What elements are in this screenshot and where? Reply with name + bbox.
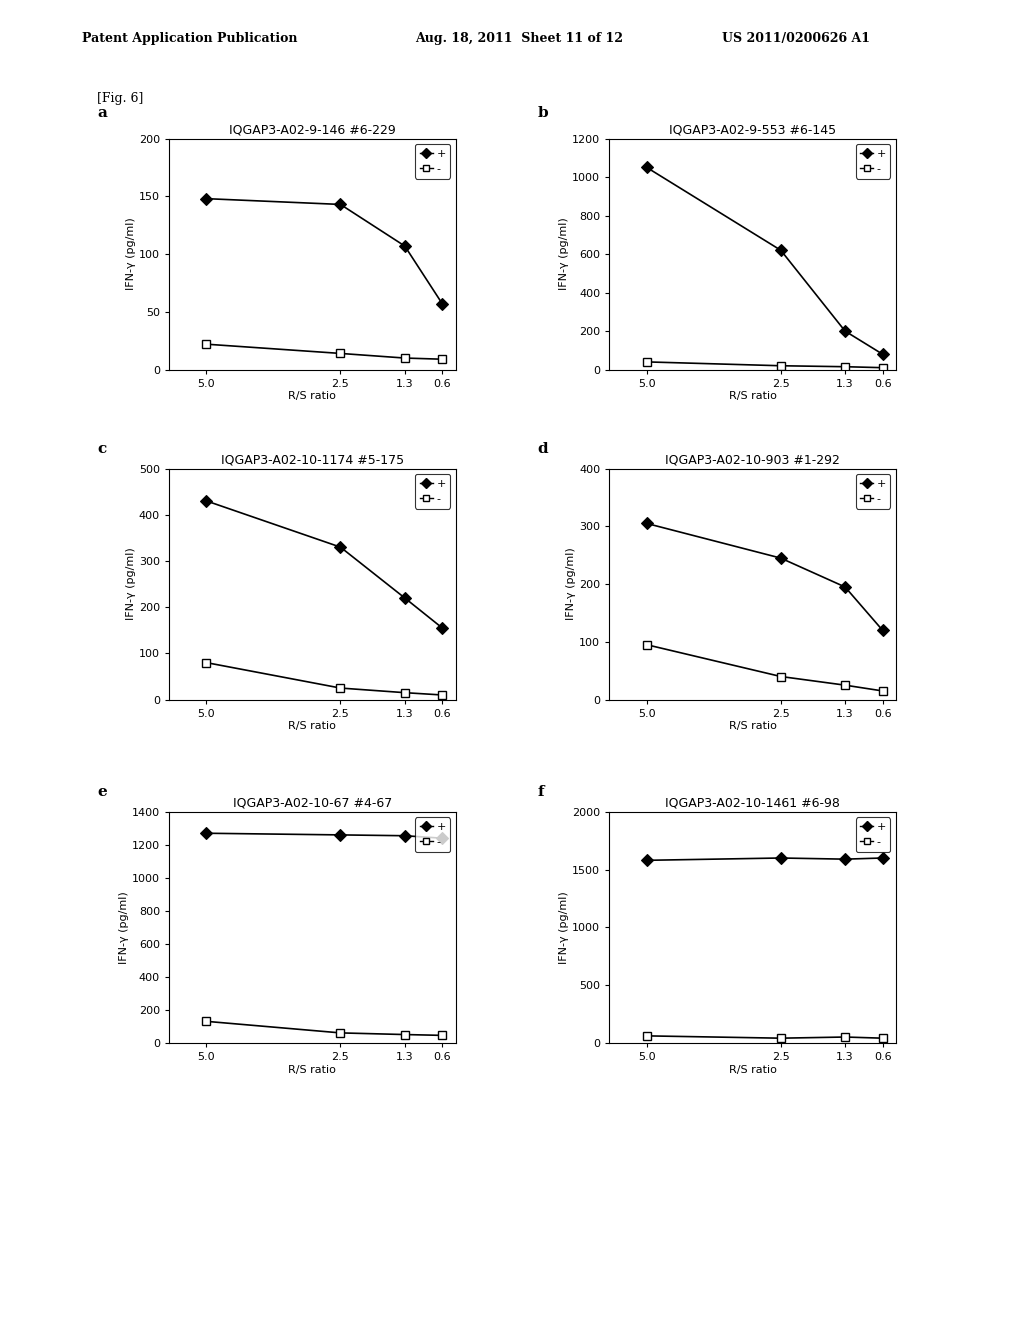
X-axis label: R/S ratio: R/S ratio [729,722,776,731]
Y-axis label: IFN-γ (pg/ml): IFN-γ (pg/ml) [119,891,129,964]
Title: IQGAP3-A02-10-1174 #5-175: IQGAP3-A02-10-1174 #5-175 [221,453,403,466]
Legend: +, -: +, - [855,474,891,508]
Text: US 2011/0200626 A1: US 2011/0200626 A1 [722,32,870,45]
Title: IQGAP3-A02-9-553 #6-145: IQGAP3-A02-9-553 #6-145 [669,123,837,136]
Text: f: f [538,785,544,800]
Legend: +, -: +, - [415,144,451,178]
Y-axis label: IFN-γ (pg/ml): IFN-γ (pg/ml) [566,548,577,620]
Title: IQGAP3-A02-9-146 #6-229: IQGAP3-A02-9-146 #6-229 [229,123,395,136]
Text: c: c [97,442,106,457]
Y-axis label: IFN-γ (pg/ml): IFN-γ (pg/ml) [559,218,569,290]
X-axis label: R/S ratio: R/S ratio [289,1065,336,1074]
Title: IQGAP3-A02-10-1461 #6-98: IQGAP3-A02-10-1461 #6-98 [666,796,840,809]
Title: IQGAP3-A02-10-903 #1-292: IQGAP3-A02-10-903 #1-292 [666,453,840,466]
Legend: +, -: +, - [855,144,891,178]
Text: Aug. 18, 2011  Sheet 11 of 12: Aug. 18, 2011 Sheet 11 of 12 [415,32,623,45]
Text: a: a [97,106,108,120]
Legend: +, -: +, - [415,817,451,851]
X-axis label: R/S ratio: R/S ratio [289,722,336,731]
Y-axis label: IFN-γ (pg/ml): IFN-γ (pg/ml) [126,218,136,290]
Text: b: b [538,106,548,120]
X-axis label: R/S ratio: R/S ratio [729,392,776,401]
Text: d: d [538,442,548,457]
Y-axis label: IFN-γ (pg/ml): IFN-γ (pg/ml) [126,548,136,620]
X-axis label: R/S ratio: R/S ratio [729,1065,776,1074]
Y-axis label: IFN-γ (pg/ml): IFN-γ (pg/ml) [559,891,569,964]
Text: [Fig. 6]: [Fig. 6] [97,92,143,106]
Legend: +, -: +, - [415,474,451,508]
Text: e: e [97,785,108,800]
Title: IQGAP3-A02-10-67 #4-67: IQGAP3-A02-10-67 #4-67 [232,796,392,809]
Text: Patent Application Publication: Patent Application Publication [82,32,297,45]
X-axis label: R/S ratio: R/S ratio [289,392,336,401]
Legend: +, -: +, - [855,817,891,851]
